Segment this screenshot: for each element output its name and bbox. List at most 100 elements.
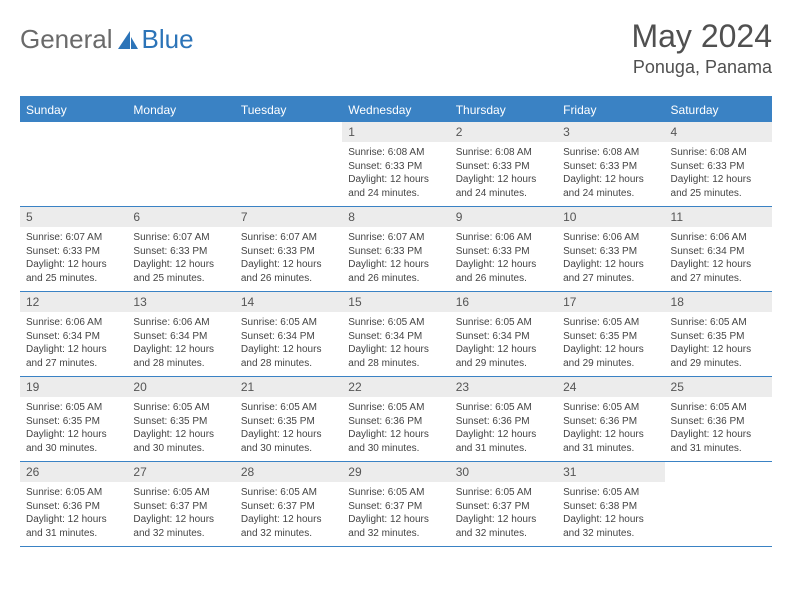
day-data: Sunrise: 6:05 AMSunset: 6:37 PMDaylight:…: [127, 482, 234, 546]
day-cell: 20Sunrise: 6:05 AMSunset: 6:35 PMDayligh…: [127, 377, 234, 462]
day-data: Sunrise: 6:08 AMSunset: 6:33 PMDaylight:…: [665, 142, 772, 206]
day-number: 27: [127, 462, 234, 482]
day-data: Sunrise: 6:06 AMSunset: 6:34 PMDaylight:…: [127, 312, 234, 376]
day-number: 17: [557, 292, 664, 312]
day-header: Thursday: [450, 97, 557, 122]
day-data: Sunrise: 6:08 AMSunset: 6:33 PMDaylight:…: [450, 142, 557, 206]
day-data: Sunrise: 6:05 AMSunset: 6:36 PMDaylight:…: [342, 397, 449, 461]
day-cell: 2Sunrise: 6:08 AMSunset: 6:33 PMDaylight…: [450, 122, 557, 207]
day-header: Saturday: [665, 97, 772, 122]
day-cell: [235, 122, 342, 207]
day-cell: 23Sunrise: 6:05 AMSunset: 6:36 PMDayligh…: [450, 377, 557, 462]
day-data: Sunrise: 6:05 AMSunset: 6:38 PMDaylight:…: [557, 482, 664, 546]
day-cell: 22Sunrise: 6:05 AMSunset: 6:36 PMDayligh…: [342, 377, 449, 462]
day-cell: 6Sunrise: 6:07 AMSunset: 6:33 PMDaylight…: [127, 207, 234, 292]
day-cell: 1Sunrise: 6:08 AMSunset: 6:33 PMDaylight…: [342, 122, 449, 207]
day-cell: 27Sunrise: 6:05 AMSunset: 6:37 PMDayligh…: [127, 462, 234, 547]
calendar-table: SundayMondayTuesdayWednesdayThursdayFrid…: [20, 96, 772, 547]
day-data: Sunrise: 6:05 AMSunset: 6:36 PMDaylight:…: [557, 397, 664, 461]
day-number: 22: [342, 377, 449, 397]
day-number: 20: [127, 377, 234, 397]
day-header: Friday: [557, 97, 664, 122]
day-number: 12: [20, 292, 127, 312]
day-cell: 16Sunrise: 6:05 AMSunset: 6:34 PMDayligh…: [450, 292, 557, 377]
day-cell: 30Sunrise: 6:05 AMSunset: 6:37 PMDayligh…: [450, 462, 557, 547]
day-cell: 10Sunrise: 6:06 AMSunset: 6:33 PMDayligh…: [557, 207, 664, 292]
day-number: 6: [127, 207, 234, 227]
day-cell: 24Sunrise: 6:05 AMSunset: 6:36 PMDayligh…: [557, 377, 664, 462]
day-number: 25: [665, 377, 772, 397]
location-subtitle: Ponuga, Panama: [631, 57, 772, 78]
day-number: 9: [450, 207, 557, 227]
day-cell: 28Sunrise: 6:05 AMSunset: 6:37 PMDayligh…: [235, 462, 342, 547]
day-data: Sunrise: 6:07 AMSunset: 6:33 PMDaylight:…: [20, 227, 127, 291]
day-number: 5: [20, 207, 127, 227]
day-cell: 29Sunrise: 6:05 AMSunset: 6:37 PMDayligh…: [342, 462, 449, 547]
day-data: Sunrise: 6:05 AMSunset: 6:35 PMDaylight:…: [665, 312, 772, 376]
day-data: Sunrise: 6:05 AMSunset: 6:37 PMDaylight:…: [235, 482, 342, 546]
day-number: 11: [665, 207, 772, 227]
page-header: General Blue May 2024 Ponuga, Panama: [20, 18, 772, 78]
day-data: Sunrise: 6:06 AMSunset: 6:34 PMDaylight:…: [665, 227, 772, 291]
day-data: Sunrise: 6:05 AMSunset: 6:35 PMDaylight:…: [557, 312, 664, 376]
day-number: 8: [342, 207, 449, 227]
day-cell: [20, 122, 127, 207]
day-data: Sunrise: 6:07 AMSunset: 6:33 PMDaylight:…: [342, 227, 449, 291]
day-cell: 9Sunrise: 6:06 AMSunset: 6:33 PMDaylight…: [450, 207, 557, 292]
day-data: Sunrise: 6:06 AMSunset: 6:34 PMDaylight:…: [20, 312, 127, 376]
day-cell: 14Sunrise: 6:05 AMSunset: 6:34 PMDayligh…: [235, 292, 342, 377]
day-header: Wednesday: [342, 97, 449, 122]
day-number: 21: [235, 377, 342, 397]
day-data: Sunrise: 6:05 AMSunset: 6:36 PMDaylight:…: [450, 397, 557, 461]
day-number: 31: [557, 462, 664, 482]
day-cell: [127, 122, 234, 207]
brand-part1: General: [20, 24, 113, 55]
brand-logo: General Blue: [20, 24, 194, 55]
day-number: 19: [20, 377, 127, 397]
day-data: Sunrise: 6:08 AMSunset: 6:33 PMDaylight:…: [342, 142, 449, 206]
day-data: Sunrise: 6:05 AMSunset: 6:36 PMDaylight:…: [665, 397, 772, 461]
week-row: 19 Sunrise: 6:05 AMSunset: 6:35 PMDayligh…: [20, 377, 772, 462]
day-number: 24: [557, 377, 664, 397]
day-data: Sunrise: 6:06 AMSunset: 6:33 PMDaylight:…: [557, 227, 664, 291]
day-cell: 12Sunrise: 6:06 AMSunset: 6:34 PMDayligh…: [20, 292, 127, 377]
day-number: 2: [450, 122, 557, 142]
day-header-row: SundayMondayTuesdayWednesdayThursdayFrid…: [20, 97, 772, 122]
week-row: 1Sunrise: 6:08 AMSunset: 6:33 PMDaylight…: [20, 122, 772, 207]
day-number: 30: [450, 462, 557, 482]
day-number: 4: [665, 122, 772, 142]
day-cell: 21Sunrise: 6:05 AMSunset: 6:35 PMDayligh…: [235, 377, 342, 462]
day-cell: [665, 462, 772, 547]
day-number: 10: [557, 207, 664, 227]
day-number: 3: [557, 122, 664, 142]
day-cell: 25Sunrise: 6:05 AMSunset: 6:36 PMDayligh…: [665, 377, 772, 462]
month-title: May 2024: [631, 18, 772, 55]
day-data: Sunrise: 6:07 AMSunset: 6:33 PMDaylight:…: [127, 227, 234, 291]
day-cell: 19Sunrise: 6:05 AMSunset: 6:35 PMDayligh…: [20, 377, 127, 462]
day-cell: 31Sunrise: 6:05 AMSunset: 6:38 PMDayligh…: [557, 462, 664, 547]
day-number: 13: [127, 292, 234, 312]
day-data: Sunrise: 6:05 AMSunset: 6:34 PMDaylight:…: [235, 312, 342, 376]
title-block: May 2024 Ponuga, Panama: [631, 18, 772, 78]
week-row: 26Sunrise: 6:05 AMSunset: 6:36 PMDayligh…: [20, 462, 772, 547]
day-data: Sunrise: 6:05 AMSunset: 6:37 PMDaylight:…: [450, 482, 557, 546]
day-cell: 13Sunrise: 6:06 AMSunset: 6:34 PMDayligh…: [127, 292, 234, 377]
day-number: 15: [342, 292, 449, 312]
day-cell: 26Sunrise: 6:05 AMSunset: 6:36 PMDayligh…: [20, 462, 127, 547]
day-cell: 15Sunrise: 6:05 AMSunset: 6:34 PMDayligh…: [342, 292, 449, 377]
day-data: Sunrise: 6:08 AMSunset: 6:33 PMDaylight:…: [557, 142, 664, 206]
day-cell: 18Sunrise: 6:05 AMSunset: 6:35 PMDayligh…: [665, 292, 772, 377]
day-number: 18: [665, 292, 772, 312]
day-data: Sunrise: 6:05 AMSunset: 6:37 PMDaylight:…: [342, 482, 449, 546]
day-data: Sunrise: 6:05 AMSunset: 6:34 PMDaylight:…: [342, 312, 449, 376]
day-number: 1: [342, 122, 449, 142]
day-data: Sunrise: 6:05 AMSunset: 6:35 PMDaylight:…: [235, 397, 342, 461]
day-cell: 17Sunrise: 6:05 AMSunset: 6:35 PMDayligh…: [557, 292, 664, 377]
day-header: Sunday: [20, 97, 127, 122]
brand-part2: Blue: [142, 24, 194, 55]
day-data: Sunrise: 6:06 AMSunset: 6:33 PMDaylight:…: [450, 227, 557, 291]
day-cell: 4Sunrise: 6:08 AMSunset: 6:33 PMDaylight…: [665, 122, 772, 207]
day-number: 7: [235, 207, 342, 227]
day-number: 28: [235, 462, 342, 482]
day-cell: 5Sunrise: 6:07 AMSunset: 6:33 PMDaylight…: [20, 207, 127, 292]
